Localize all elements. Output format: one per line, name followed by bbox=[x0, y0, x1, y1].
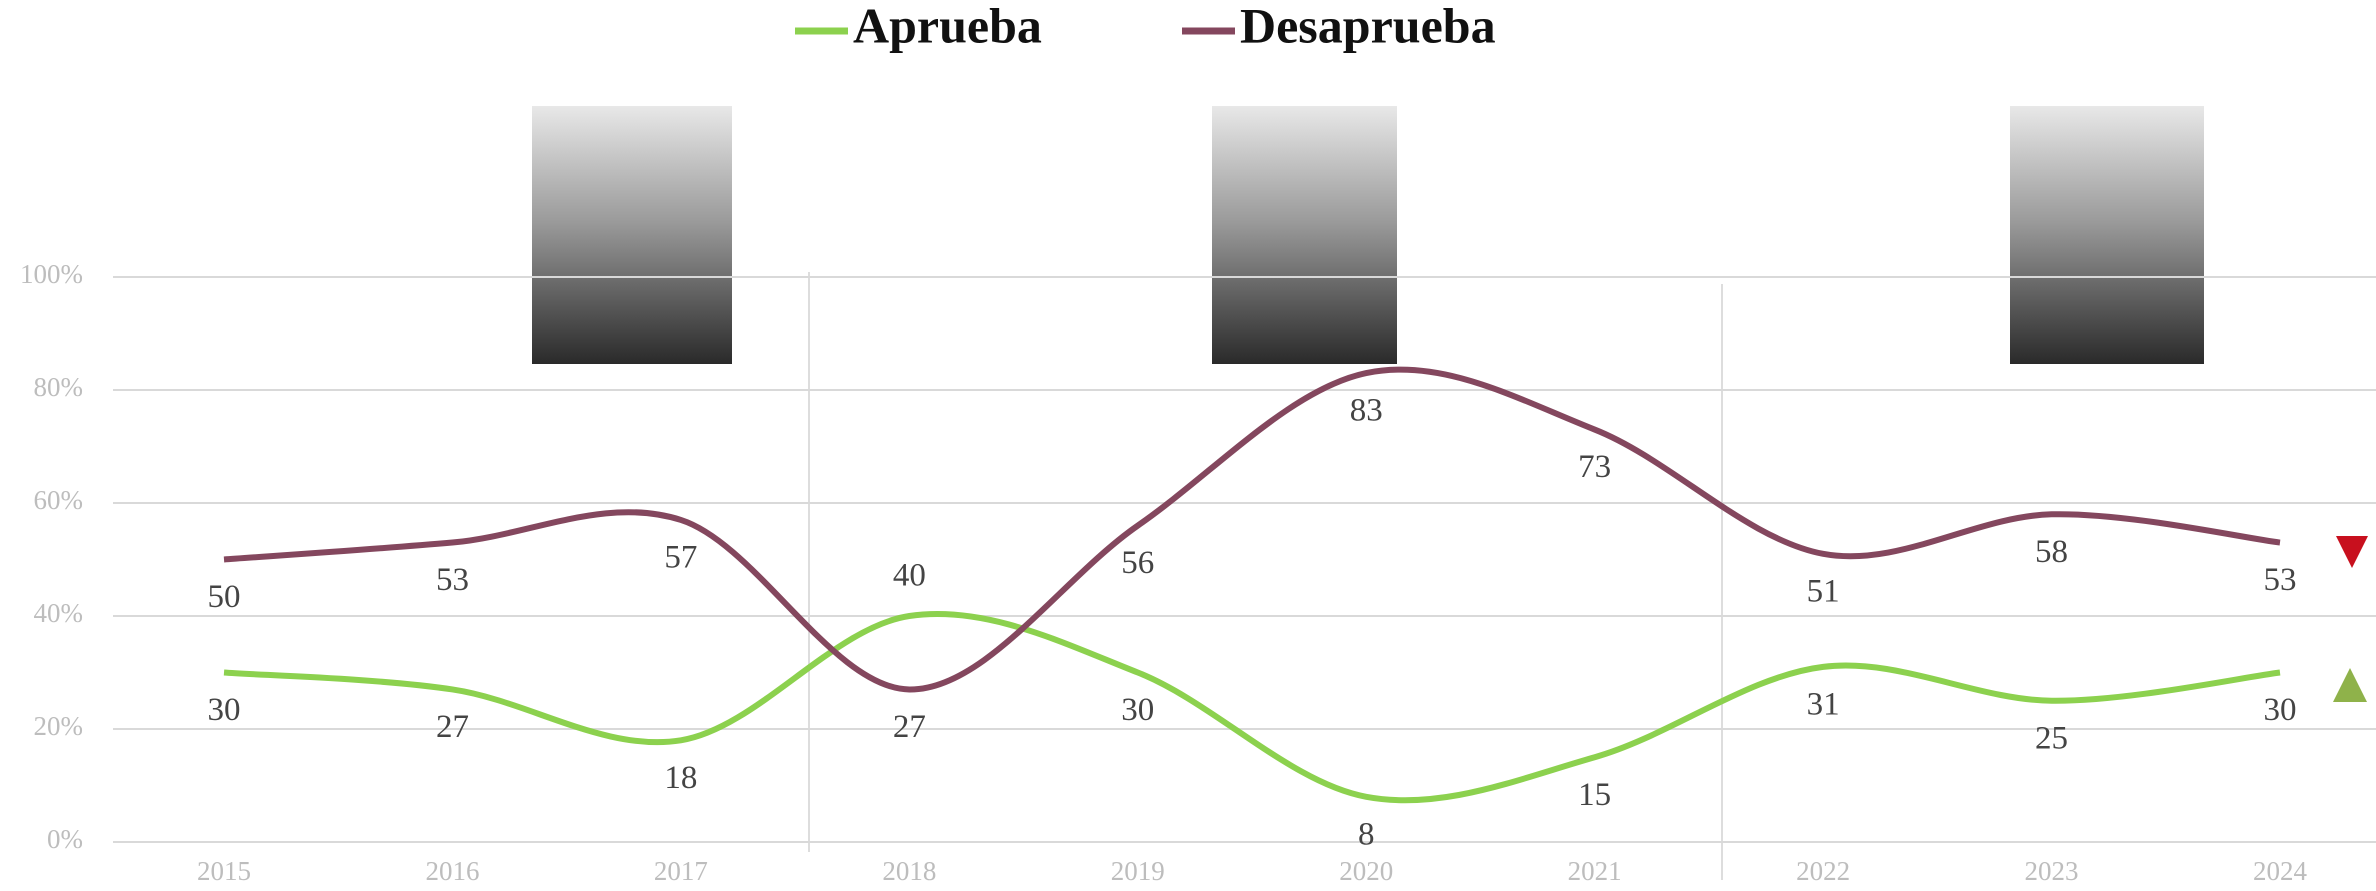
data-label: 30 bbox=[208, 692, 241, 728]
data-label: 30 bbox=[2264, 692, 2297, 728]
x-tick-label: 2021 bbox=[1568, 856, 1622, 886]
data-label: 57 bbox=[664, 540, 697, 576]
x-tick-label: 2015 bbox=[197, 856, 251, 886]
data-label: 53 bbox=[2264, 562, 2297, 598]
legend-label: Desaprueba bbox=[1240, 0, 1496, 53]
y-tick-label: 20% bbox=[34, 711, 84, 741]
x-tick-label: 2023 bbox=[2025, 856, 2079, 886]
x-tick-label: 2019 bbox=[1111, 856, 1165, 886]
president-photo bbox=[532, 106, 732, 364]
x-tick-label: 2017 bbox=[654, 856, 708, 886]
x-tick-label: 2016 bbox=[425, 856, 479, 886]
y-tick-label: 40% bbox=[34, 598, 84, 628]
data-label: 50 bbox=[208, 579, 241, 615]
data-label: 27 bbox=[436, 709, 469, 745]
x-tick-label: 2018 bbox=[882, 856, 936, 886]
president-photo bbox=[1212, 106, 1397, 364]
data-label: 73 bbox=[1578, 449, 1611, 485]
data-label: 30 bbox=[1121, 692, 1154, 728]
president-photo bbox=[2010, 106, 2204, 364]
data-label: 58 bbox=[2035, 534, 2068, 570]
trend-up bbox=[2333, 668, 2367, 702]
y-tick-label: 80% bbox=[34, 372, 84, 402]
data-label: 83 bbox=[1350, 393, 1383, 429]
data-label: 31 bbox=[1807, 686, 1840, 722]
x-tick-label: 2024 bbox=[2253, 856, 2308, 886]
data-label: 40 bbox=[893, 558, 926, 594]
series-line bbox=[223, 610, 2281, 804]
data-label: 51 bbox=[1807, 573, 1840, 609]
data-label: 8 bbox=[1358, 816, 1375, 852]
y-tick-label: 60% bbox=[34, 485, 84, 515]
data-label: 53 bbox=[436, 562, 469, 598]
data-label: 27 bbox=[893, 709, 926, 745]
legend-label: Aprueba bbox=[853, 0, 1042, 53]
data-label: 15 bbox=[1578, 777, 1611, 813]
y-tick-label: 100% bbox=[20, 259, 83, 289]
data-label: 25 bbox=[2035, 720, 2068, 756]
y-tick-label: 0% bbox=[47, 824, 83, 854]
trend-down bbox=[2336, 536, 2368, 568]
data-label: 56 bbox=[1121, 545, 1154, 581]
x-tick-label: 2020 bbox=[1339, 856, 1393, 886]
x-tick-label: 2022 bbox=[1796, 856, 1850, 886]
data-label: 18 bbox=[664, 760, 697, 796]
series-line bbox=[223, 366, 2281, 693]
legend: Aprueba Desaprueba bbox=[795, 0, 1496, 53]
